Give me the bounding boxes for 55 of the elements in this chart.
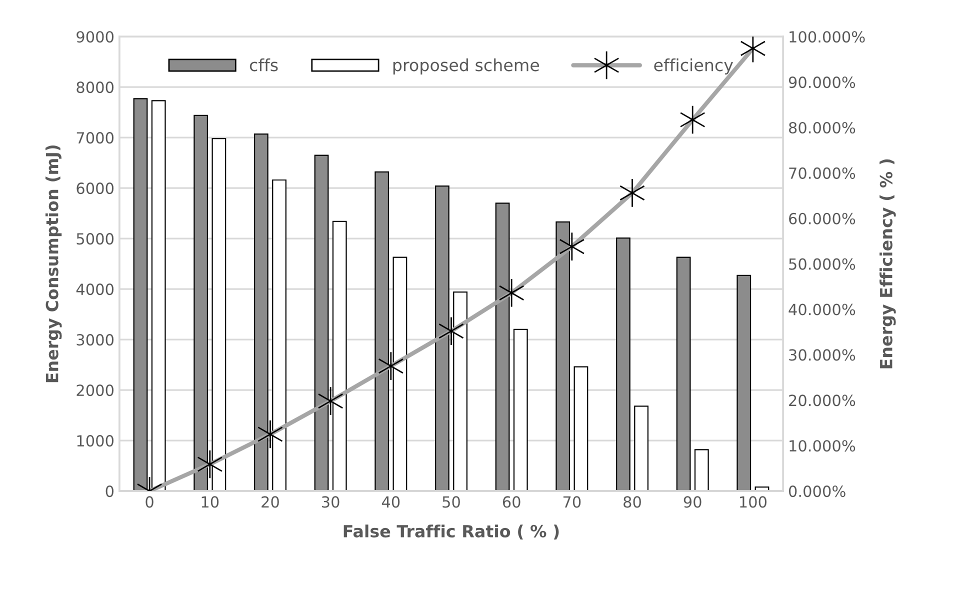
y-tick-label: 9000 [76, 31, 114, 43]
y-tick-label: 6000 [76, 182, 114, 194]
legend-label: cffs [250, 58, 278, 72]
point [498, 278, 524, 308]
point [680, 105, 706, 134]
bar [513, 328, 528, 492]
y2-axis-title: Energy Efficiency ( % ) [880, 159, 896, 368]
y2-tick-label: 10.000% [790, 440, 856, 452]
y-tick-label: 1000 [77, 435, 114, 447]
x-tick-label: 0 [146, 496, 154, 508]
point [559, 232, 585, 262]
y-tick-label: 8000 [76, 82, 114, 94]
legend-label: efficiency [654, 58, 733, 75]
y2-tick-label: 30.000% [789, 349, 856, 361]
bar [694, 449, 709, 492]
bar [736, 274, 752, 492]
y2-tick-label: 80.000% [788, 122, 856, 134]
y2-tick-label: 90.000% [788, 76, 856, 88]
x-tick-label: 70 [563, 496, 581, 508]
legend-label: proposed scheme [393, 58, 540, 75]
point [197, 450, 223, 479]
x-axis-title: False Traffic Ratio ( % ) [344, 524, 559, 540]
y2-tick-label: 100.000% [790, 31, 865, 43]
bar [634, 406, 648, 492]
y2-tick-label: 60.000% [789, 212, 856, 224]
point [620, 178, 645, 208]
y2-tick-label: 40.000% [788, 304, 856, 316]
point [318, 386, 344, 416]
x-tick-label: 50 [442, 496, 460, 508]
point [258, 420, 283, 449]
y2-tick-label: 0.000% [788, 486, 846, 498]
x-tick-label: 20 [262, 496, 279, 508]
bar [616, 238, 630, 492]
x-tick-label: 30 [322, 496, 340, 508]
x-tick-label: 10 [202, 496, 219, 508]
y-tick-label: 0 [106, 486, 114, 498]
y2-tick-label: 70.000% [789, 167, 856, 179]
point [378, 351, 404, 381]
y-tick-label: 5000 [76, 233, 114, 245]
y2-tick-label: 50.000% [789, 258, 856, 270]
y-tick-label: 4000 [76, 284, 114, 296]
x-tick-label: 60 [502, 496, 520, 508]
x-tick-label: 40 [382, 496, 400, 508]
y-axis-title: Energy Consumption (mJ) [45, 145, 62, 382]
y-tick-label: 3000 [76, 334, 114, 346]
x-tick-label: 90 [684, 496, 702, 508]
bar [574, 366, 588, 492]
y-tick-label: 2000 [76, 384, 114, 396]
x-tick-label: 80 [624, 496, 641, 508]
y2-tick-label: 20.000% [789, 394, 856, 406]
y-tick-label: 7000 [76, 132, 114, 144]
bar [676, 256, 691, 492]
point [740, 36, 766, 63]
point [438, 316, 464, 346]
x-tick-label: 100 [740, 496, 766, 508]
